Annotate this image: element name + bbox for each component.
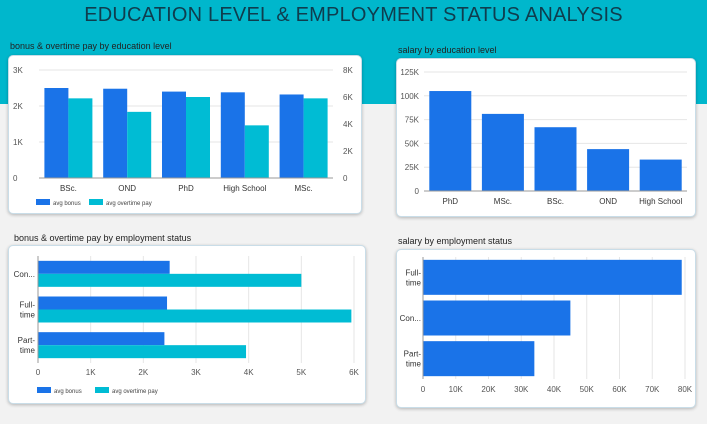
bar-avg-overtime-ond	[127, 111, 152, 178]
x-tick-label: 30K	[514, 385, 529, 394]
legend-swatch-avg-overtime	[89, 199, 103, 205]
x-tick-label: 6K	[349, 368, 359, 377]
bar-salary-bsc	[534, 127, 577, 191]
x-tick-label: 3K	[191, 368, 201, 377]
y-left-tick-label: 3K	[13, 66, 23, 75]
y-tick-label: 25K	[405, 163, 420, 172]
x-tick-label: 40K	[547, 385, 562, 394]
chart-title-salary-education: salary by education level	[398, 45, 497, 55]
bar-salary-ond	[587, 149, 630, 191]
bar-avg-bonus-bsc	[44, 88, 69, 178]
x-tick-label: OND	[599, 197, 617, 206]
dashboard-title: EDUCATION LEVEL & EMPLOYMENT STATUS ANAL…	[84, 4, 623, 26]
card-salary-education: 0 25K 50K 75K 100K 125K PhD MSc. BSc. OND High Sch…	[396, 58, 696, 217]
bar-avg-overtime-full-time	[38, 309, 352, 323]
y-tick-label: time	[20, 311, 36, 320]
legend-label-avg-bonus: avg bonus	[53, 201, 81, 207]
bar-salary-part-time	[423, 341, 535, 377]
bar-avg-bonus-part-time	[38, 332, 165, 346]
chart-salary-employment: 0 10K 20K 30K 40K 50K 60K 70K 80K Full-time Con...…	[400, 257, 693, 394]
y-tick-label: 0	[415, 187, 420, 196]
bar-avg-overtime-high-school	[244, 125, 269, 178]
chart-title-salary-employment: salary by employment status	[398, 236, 513, 246]
y-tick-label: time	[406, 278, 422, 287]
x-tick-label: PhD	[178, 184, 194, 193]
x-tick-label: 4K	[244, 368, 254, 377]
card-bonus-education: 0 1K 2K 3K 0 2K 4K 6K 8K BSc. OND PhD High School MSc…	[8, 55, 362, 214]
y-right-tick-label: 0	[343, 174, 348, 183]
bar-avg-bonus-con	[38, 260, 170, 274]
y-tick-label: 75K	[405, 116, 420, 125]
legend-label-avg-bonus: avg bonus	[54, 389, 82, 395]
legend-label-avg-overtime: avg overtime pay	[112, 389, 158, 395]
y-tick-label: 125K	[400, 68, 419, 77]
y-left-tick-label: 0	[13, 174, 18, 183]
x-tick-label: 10K	[449, 385, 464, 394]
y-tick-label: Con...	[14, 270, 35, 279]
chart-title-bonus-employment: bonus & overtime pay by employment statu…	[14, 233, 192, 243]
y-tick-label: Part-	[18, 336, 36, 345]
chart-bonus-education: 0 1K 2K 3K 0 2K 4K 6K 8K BSc. OND PhD High School MSc…	[13, 66, 353, 207]
x-tick-label: BSc.	[60, 184, 77, 193]
bar-salary-con	[423, 300, 571, 336]
bar-avg-bonus-msc	[279, 94, 304, 178]
bar-avg-bonus-full-time	[38, 296, 168, 310]
bar-avg-overtime-phd	[186, 97, 210, 178]
x-tick-label: 0	[36, 368, 41, 377]
bar-avg-overtime-con	[38, 273, 302, 287]
bar-avg-overtime-part-time	[38, 345, 247, 359]
x-tick-label: OND	[118, 184, 136, 193]
legend-swatch-avg-bonus	[37, 387, 51, 393]
x-tick-label: 5K	[296, 368, 306, 377]
legend-swatch-avg-overtime	[95, 387, 109, 393]
x-tick-label: 0	[421, 385, 426, 394]
chart-salary-education: 0 25K 50K 75K 100K 125K PhD MSc. BSc. OND High Sch…	[400, 68, 687, 206]
y-tick-label: Full-	[405, 268, 421, 277]
y-tick-label: 50K	[405, 139, 420, 148]
x-tick-label: MSc.	[294, 184, 312, 193]
bar-avg-overtime-bsc	[68, 98, 93, 178]
legend-label-avg-overtime: avg overtime pay	[106, 201, 152, 207]
y-tick-label: Part-	[404, 350, 422, 359]
x-tick-label: High School	[223, 184, 266, 193]
bar-avg-bonus-high-school	[220, 92, 245, 178]
x-tick-label: BSc.	[547, 197, 564, 206]
y-right-tick-label: 2K	[343, 147, 353, 156]
x-tick-label: 2K	[138, 368, 148, 377]
y-tick-label: time	[20, 346, 36, 355]
bar-avg-overtime-msc	[303, 98, 328, 178]
bar-salary-msc	[481, 113, 524, 191]
bar-salary-high-school	[639, 159, 682, 191]
y-tick-label: time	[406, 360, 422, 369]
bar-salary-full-time	[423, 259, 682, 295]
bar-salary-phd	[429, 91, 472, 191]
card-salary-employment: 0 10K 20K 30K 40K 50K 60K 70K 80K Full-time Con...…	[396, 249, 696, 408]
y-right-tick-label: 4K	[343, 120, 353, 129]
chart-bonus-employment: 0 1K 2K 3K 4K 5K 6KCon...Full-timePart-timeavg…	[14, 256, 360, 395]
x-tick-label: 80K	[678, 385, 693, 394]
y-tick-label: Con...	[400, 314, 421, 323]
chart-title-bonus-education: bonus & overtime pay by education level	[10, 41, 172, 51]
bar-avg-bonus-ond	[103, 88, 128, 178]
y-tick-label: 100K	[400, 92, 419, 101]
x-tick-label: 50K	[580, 385, 595, 394]
x-tick-label: 70K	[645, 385, 660, 394]
x-tick-label: 1K	[86, 368, 96, 377]
y-left-tick-label: 1K	[13, 138, 23, 147]
y-left-tick-label: 2K	[13, 102, 23, 111]
x-tick-label: PhD	[443, 197, 459, 206]
x-tick-label: 60K	[612, 385, 627, 394]
y-tick-label: Full-	[19, 301, 35, 310]
card-bonus-employment: 0 1K 2K 3K 4K 5K 6K Con... Full-time Part-time avg…	[8, 245, 366, 404]
y-right-tick-label: 6K	[343, 93, 353, 102]
x-tick-label: High School	[639, 197, 682, 206]
x-tick-label: 20K	[481, 385, 496, 394]
legend-swatch-avg-bonus	[36, 199, 50, 205]
bar-avg-bonus-phd	[162, 91, 186, 178]
y-right-tick-label: 8K	[343, 66, 353, 75]
x-tick-label: MSc.	[494, 197, 512, 206]
